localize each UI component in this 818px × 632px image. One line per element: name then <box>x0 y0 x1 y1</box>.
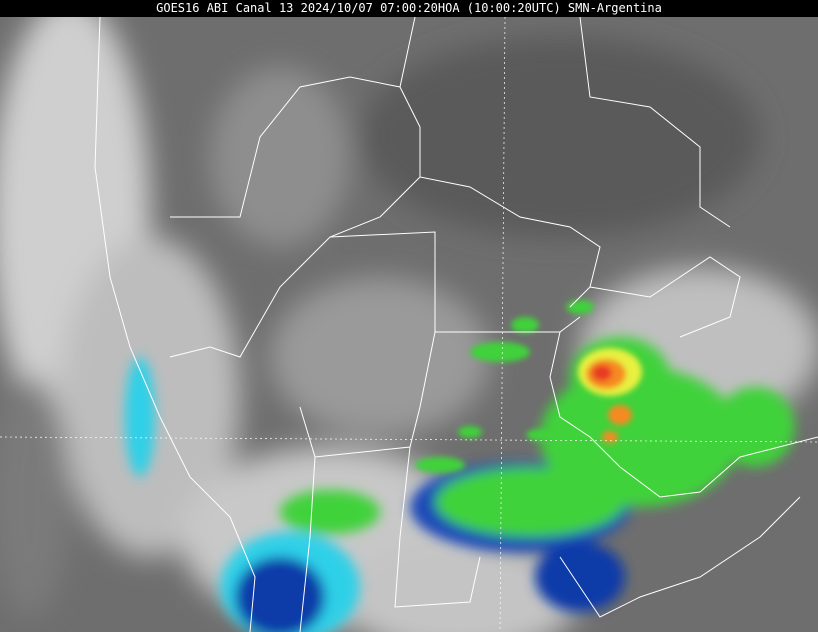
satellite-map <box>0 17 818 632</box>
cloud-field <box>0 17 818 632</box>
image-title: GOES16 ABI Canal 13 2024/10/07 07:00:20H… <box>0 0 818 17</box>
convective-storms <box>125 300 795 632</box>
political-borders <box>0 17 818 632</box>
